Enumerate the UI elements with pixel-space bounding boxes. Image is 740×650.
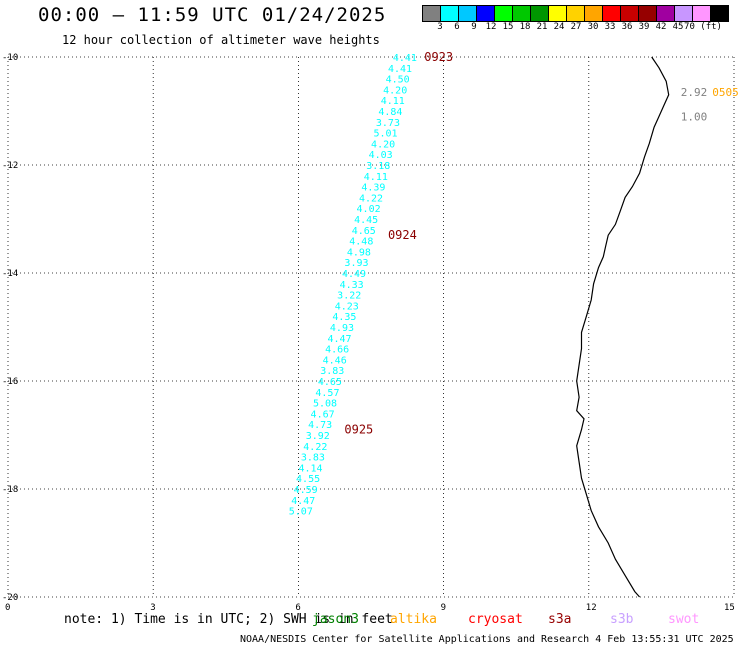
scale-label: 30 (587, 22, 599, 32)
y-axis-label: -14 (2, 269, 18, 279)
wave-height-value: 4.45 (354, 215, 378, 226)
other-observations: 2.92 1.00 0505 (681, 86, 739, 123)
wave-height-value: 4.39 (361, 183, 385, 194)
coastline (576, 56, 670, 598)
scale-label: 70 (ft) (684, 22, 722, 32)
wave-height-value: 4.50 (386, 75, 410, 86)
satellite-track: 4.414.414.504.204.114.843.735.014.204.03… (289, 53, 417, 518)
wave-height-value: 4.23 (335, 301, 359, 312)
y-axis-label: -12 (2, 161, 18, 171)
wave-height-value: 4.03 (369, 150, 393, 161)
scale-label: 9 (471, 22, 477, 32)
wave-height-value: 5.01 (373, 129, 397, 140)
scale-label: 24 (553, 22, 565, 32)
wave-height-value: 3.22 (337, 291, 361, 302)
wave-height-value: 4.49 (342, 269, 366, 280)
satellite-label-s3a: s3a (548, 612, 572, 627)
wave-height-value: 4.22 (359, 193, 383, 204)
wave-height-value: 4.98 (347, 247, 371, 258)
wave-height-color-scale (422, 5, 729, 22)
y-axis-labels: -10 -12 -14 -16 -18 -20 (2, 53, 18, 603)
wave-height-value: 4.84 (378, 107, 402, 118)
x-axis-label: 15 (724, 603, 735, 613)
pass-time-label: 0925 (344, 423, 373, 437)
x-axis-label: 6 (295, 603, 300, 613)
scale-swatch (710, 5, 729, 22)
wave-height-value: 4.46 (323, 355, 347, 366)
wave-height-value: 4.55 (296, 474, 320, 485)
wave-height-value: 4.33 (340, 280, 364, 291)
wave-height-value: 4.11 (364, 172, 388, 183)
wave-height-value: 3.83 (301, 453, 325, 464)
x-axis-label: 3 (150, 603, 155, 613)
wave-height-value: 4.65 (352, 226, 376, 237)
wave-height-value: 4.35 (332, 312, 356, 323)
y-axis-label: -18 (2, 485, 18, 495)
scale-label: 15 (502, 22, 514, 32)
wave-height-value: 4.41 (393, 53, 417, 64)
scale-label: 6 (454, 22, 460, 32)
scale-label: 18 (519, 22, 531, 32)
footer-note: note: 1) Time is in UTC; 2) SWH is in fe… (64, 612, 393, 627)
other-observation-value: 2.92 (681, 86, 708, 99)
wave-height-value: 4.14 (298, 463, 322, 474)
grid-lines (7, 56, 735, 598)
other-observation-value: 0505 (712, 86, 739, 99)
scale-label: 21 (536, 22, 548, 32)
wave-height-value: 5.08 (313, 399, 337, 410)
y-axis-label: -10 (2, 53, 18, 63)
wave-height-value: 4.73 (308, 420, 332, 431)
wave-height-value: 3.83 (320, 366, 344, 377)
scale-label: 12 (485, 22, 497, 32)
pass-time-label: 0924 (388, 228, 417, 242)
wave-height-value: 4.48 (349, 237, 373, 248)
wave-height-value: 5.07 (289, 507, 313, 518)
wave-height-value: 4.11 (381, 96, 405, 107)
wave-height-value: 3.18 (366, 161, 390, 172)
satellite-label-jason3: jason3 (312, 612, 359, 627)
y-axis-label: -16 (2, 377, 18, 387)
wave-height-value: 3.93 (344, 258, 368, 269)
other-observation-value: 1.00 (681, 110, 708, 123)
satellite-label-cryosat: cryosat (468, 612, 523, 627)
x-axis-labels: 0 3 6 9 12 15 (5, 603, 735, 613)
scale-label: 42 (655, 22, 667, 32)
wave-height-value: 4.02 (357, 204, 381, 215)
color-scale-labels: 3 6 9 12 15 18 21 24 27 30 33 36 39 42 45 70 (ft) (423, 22, 740, 36)
wave-height-value: 4.22 (303, 442, 327, 453)
credit-line: NOAA/NESDIS Center for Satellite Applica… (240, 634, 734, 645)
scale-label: 36 (621, 22, 633, 32)
x-axis-label: 9 (441, 603, 446, 613)
satellite-label-s3b: s3b (610, 612, 634, 627)
satellite-label-swot: swot (668, 612, 700, 627)
map-subtitle: 12 hour collection of altimeter wave hei… (62, 33, 380, 47)
wave-height-value: 4.93 (330, 323, 354, 334)
wave-height-value: 4.67 (311, 409, 335, 420)
wave-height-value: 4.59 (294, 485, 318, 496)
x-axis-label: 12 (586, 603, 597, 613)
scale-label: 27 (570, 22, 582, 32)
map-title: 00:00 – 11:59 UTC 01/24/2025 (38, 4, 387, 26)
wave-height-value: 4.41 (388, 64, 412, 75)
satellite-label-altika: altika (390, 612, 437, 627)
track-time-labels: 0923 0924 0925 (344, 50, 453, 437)
scale-label: 45 (672, 22, 684, 32)
wave-height-value: 3.92 (306, 431, 330, 442)
wave-height-value: 4.47 (291, 496, 315, 507)
wave-height-value: 4.20 (383, 85, 407, 96)
wave-height-value: 4.65 (318, 377, 342, 388)
wave-height-value: 4.20 (371, 139, 395, 150)
scale-label: 3 (437, 22, 443, 32)
wave-height-value: 4.57 (315, 388, 339, 399)
scale-label: 33 (604, 22, 616, 32)
pass-time-label: 0923 (424, 50, 453, 64)
wave-height-value: 4.66 (325, 345, 349, 356)
wave-height-value: 4.47 (327, 334, 351, 345)
scale-label: 39 (638, 22, 650, 32)
wave-height-value: 3.73 (376, 118, 400, 129)
y-axis-label: -20 (2, 593, 18, 603)
x-axis-label: 0 (5, 603, 10, 613)
